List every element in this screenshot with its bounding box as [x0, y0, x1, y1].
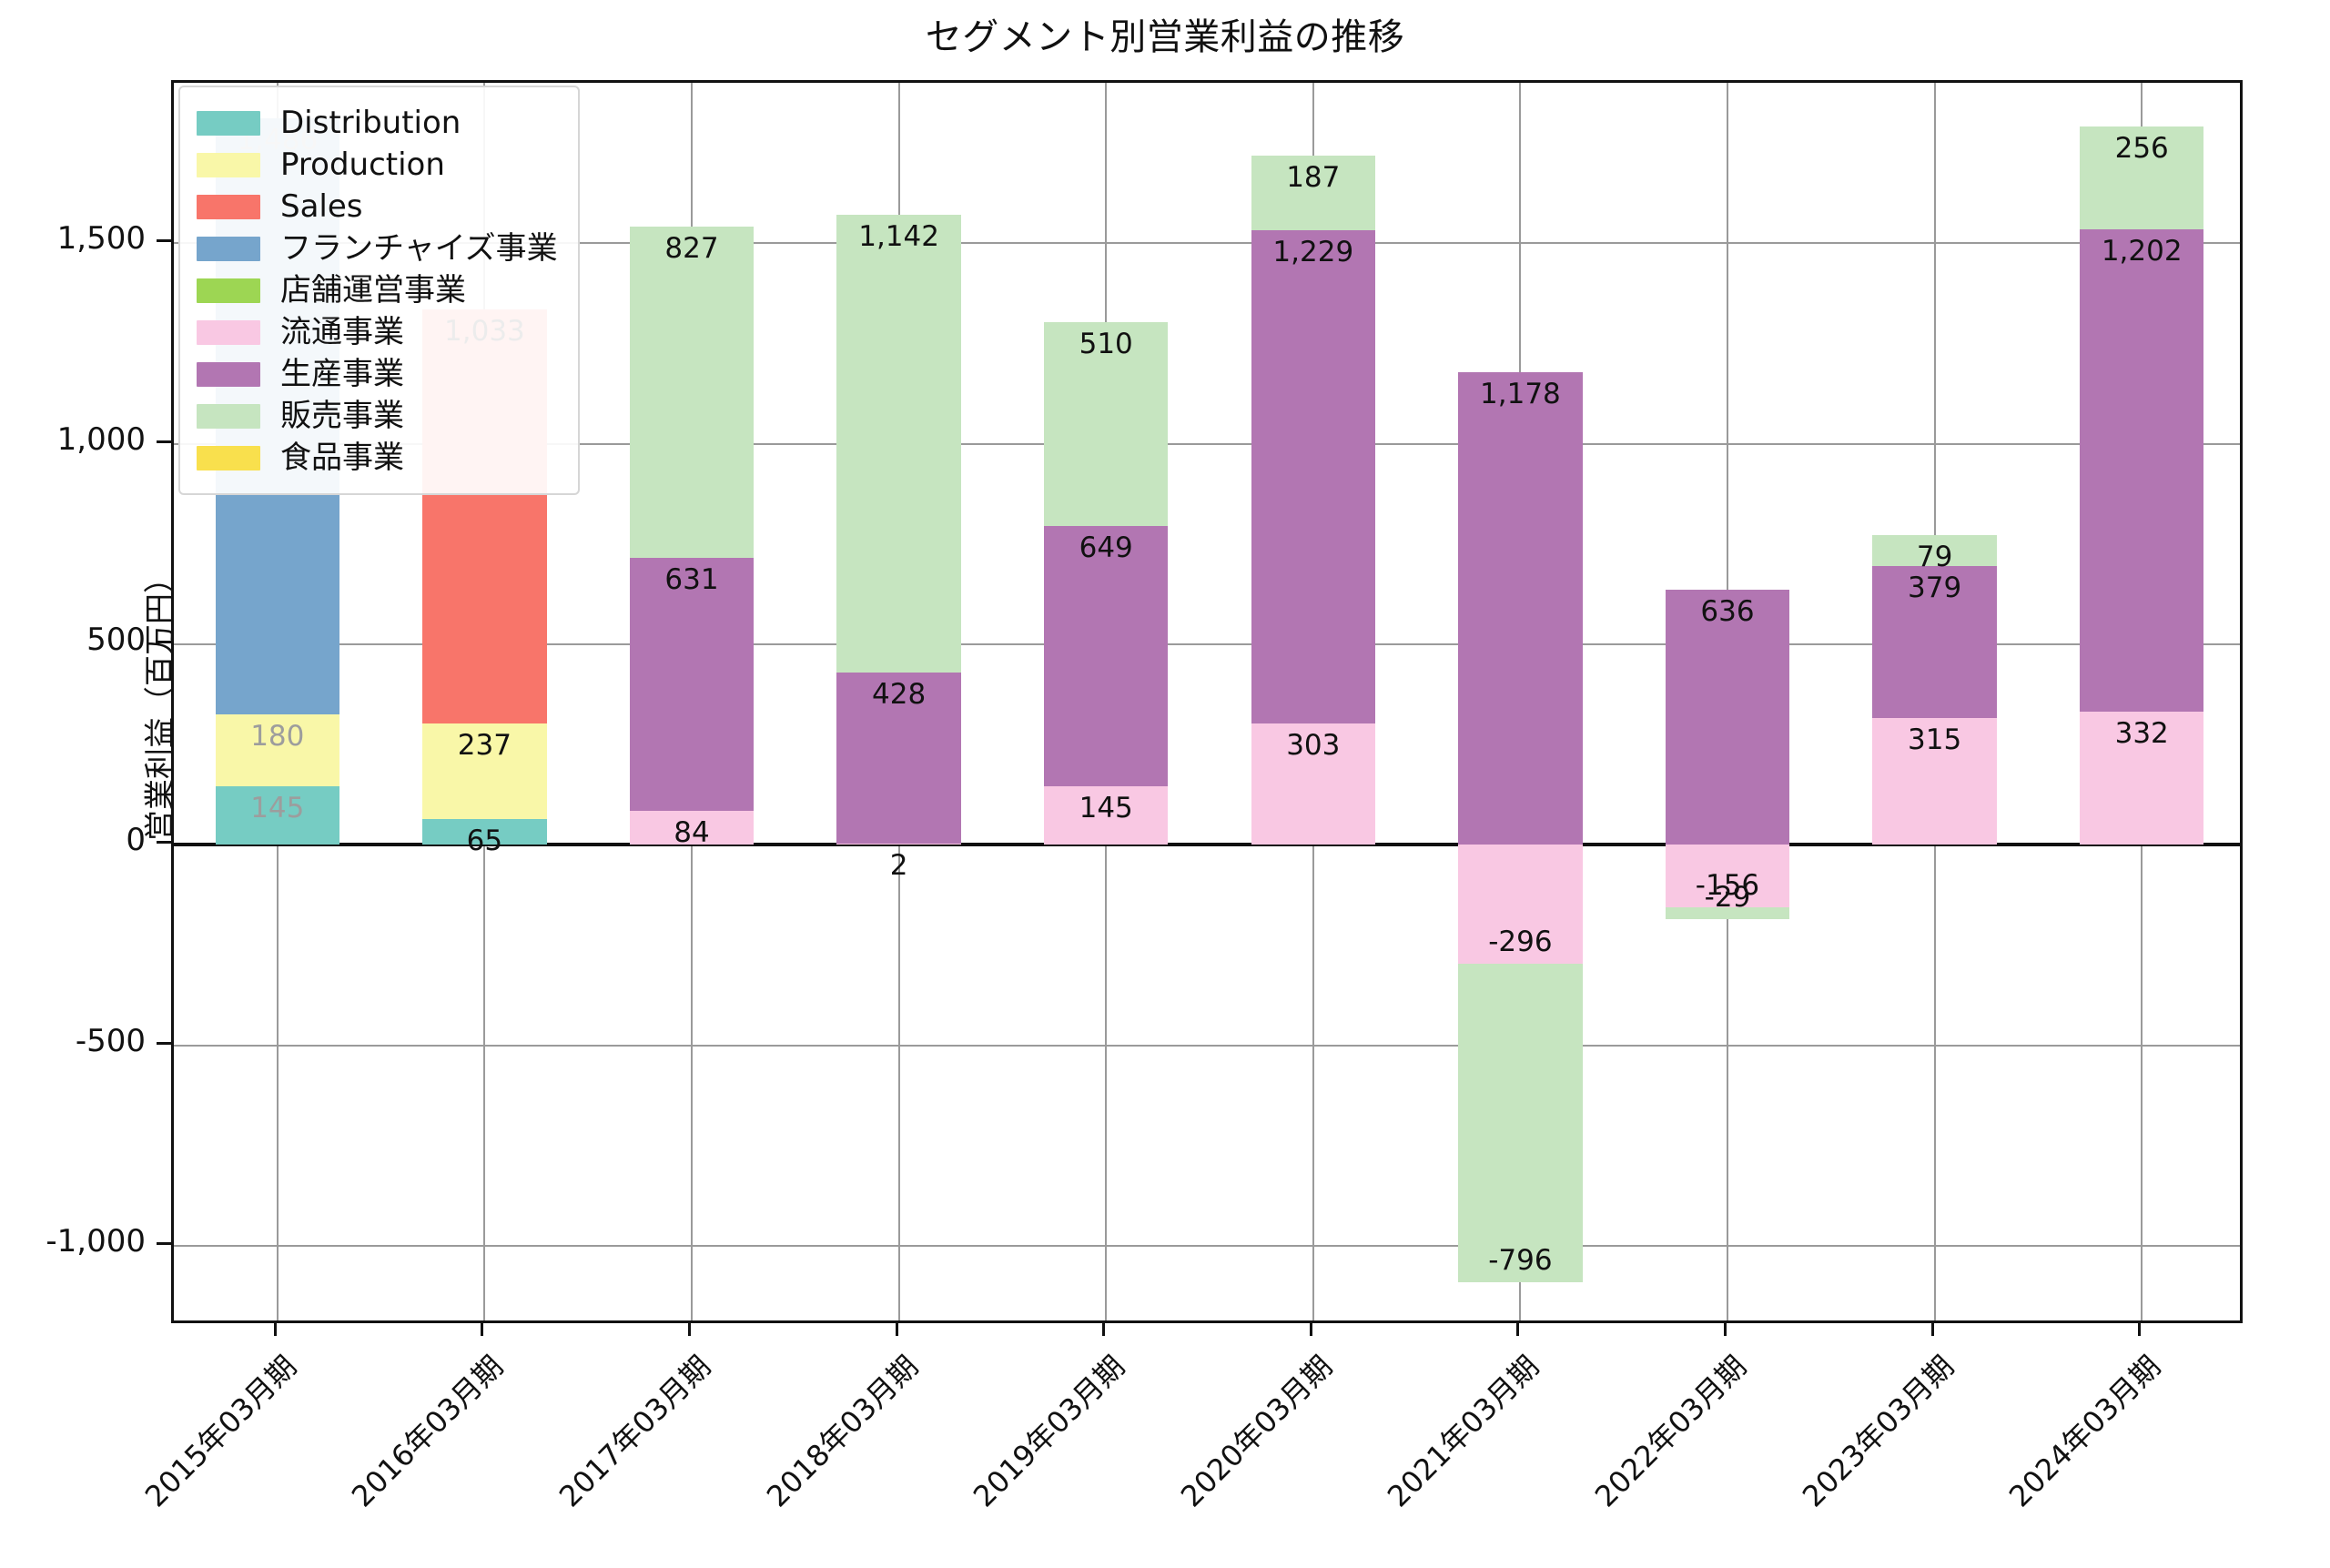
bar-segment[interactable]	[422, 723, 547, 819]
bar-segment[interactable]	[1458, 845, 1583, 964]
x-tick-mark	[1516, 1323, 1520, 1336]
x-tick-label: 2024年03月期	[2002, 1349, 2168, 1514]
bar-segment[interactable]	[1043, 786, 1169, 845]
legend-item-label: 店舗運営事業	[280, 272, 466, 309]
plot-inner: 1451801,486652371,0338463182724281,14214…	[174, 83, 2240, 1320]
x-tick-mark	[688, 1323, 691, 1336]
bar-segment[interactable]	[1251, 155, 1376, 231]
y-tick-label: -500	[75, 1022, 146, 1059]
legend-swatch-icon	[197, 110, 260, 136]
x-tick-mark	[1102, 1323, 1106, 1336]
gridline-horizontal	[174, 242, 2240, 245]
x-tick-label: 2019年03月期	[967, 1349, 1132, 1514]
legend-item-label: Distribution	[280, 105, 461, 141]
gridline-horizontal	[174, 442, 2240, 445]
x-tick-mark	[481, 1323, 484, 1336]
y-tick-label: 0	[126, 822, 146, 859]
bar-segment[interactable]	[1043, 526, 1169, 787]
x-tick-label: 2018年03月期	[759, 1349, 925, 1514]
legend-swatch-icon	[197, 445, 260, 470]
x-tick-mark	[1930, 1323, 1934, 1336]
x-tick-label: 2023年03月期	[1795, 1349, 1960, 1514]
legend-swatch-icon	[197, 403, 260, 429]
x-tick-mark	[2138, 1323, 2142, 1336]
x-tick-label: 2017年03月期	[552, 1349, 718, 1514]
x-tick-label: 2021年03月期	[1381, 1349, 1546, 1514]
bar-segment[interactable]	[836, 672, 961, 845]
y-tick-label: 1,000	[56, 420, 146, 458]
x-tick-label: 2016年03月期	[345, 1349, 511, 1514]
legend-item[interactable]: 店舗運営事業	[197, 269, 558, 311]
legend-swatch-icon	[197, 361, 260, 387]
y-tick-label: -1,000	[46, 1222, 146, 1259]
y-tick-mark	[157, 640, 171, 643]
legend-item[interactable]: 流通事業	[197, 311, 558, 353]
bar-segment[interactable]	[629, 226, 755, 559]
y-tick-label: 1,500	[56, 220, 146, 258]
bar-segment[interactable]	[1251, 230, 1376, 723]
page-title: セグメント別営業利益の推移	[925, 16, 1405, 58]
x-tick-mark	[1309, 1323, 1312, 1336]
bar-segment[interactable]	[2079, 711, 2204, 845]
legend-item-label: Sales	[280, 188, 363, 225]
legend-item[interactable]: Sales	[197, 186, 558, 228]
legend-item-label: フランチャイズ事業	[280, 230, 558, 267]
y-tick-mark	[157, 1241, 171, 1245]
y-axis-label-wrap: 営業利益（百万円）	[24, 80, 179, 1323]
plot-area: 1451801,486652371,0338463182724281,14214…	[171, 80, 2243, 1323]
bar-segment[interactable]	[422, 818, 547, 845]
gridline-horizontal	[174, 1044, 2240, 1047]
bar-segment[interactable]	[1043, 321, 1169, 527]
zero-axis-line	[174, 843, 2240, 847]
gridline-horizontal	[174, 642, 2240, 645]
legend-item-label: Production	[280, 147, 445, 183]
legend-item-label: 販売事業	[280, 398, 404, 434]
bar-segment[interactable]	[1872, 566, 1997, 719]
legend-item[interactable]: Production	[197, 144, 558, 186]
y-tick-label: 500	[86, 621, 146, 658]
bar-segment[interactable]	[836, 844, 961, 845]
chart-legend[interactable]: Distribution Production Sales フランチャイズ事業 店舗運営…	[178, 86, 580, 495]
legend-item[interactable]: Distribution	[197, 102, 558, 144]
legend-item-label: 食品事業	[280, 440, 404, 476]
bar-segment[interactable]	[1665, 845, 1790, 907]
x-tick-mark	[1724, 1323, 1727, 1336]
x-tick-label: 2022年03月期	[1587, 1349, 1754, 1514]
x-tick-label: 2015年03月期	[137, 1349, 303, 1514]
x-tick-mark	[895, 1323, 898, 1336]
legend-item[interactable]: フランチャイズ事業	[197, 228, 558, 269]
bar-segment[interactable]	[629, 811, 755, 845]
y-tick-mark	[157, 1041, 171, 1045]
bar-segment[interactable]	[1458, 963, 1583, 1283]
bar-segment[interactable]	[1872, 534, 1997, 567]
legend-item-label: 生産事業	[280, 356, 404, 392]
bar-segment[interactable]	[2079, 126, 2204, 230]
y-tick-mark	[157, 440, 171, 443]
bar-segment[interactable]	[215, 714, 340, 787]
bar-segment[interactable]	[1872, 718, 1997, 845]
legend-swatch-icon	[197, 152, 260, 177]
legend-item[interactable]: 販売事業	[197, 395, 558, 437]
legend-item[interactable]: 食品事業	[197, 437, 558, 479]
x-tick-label: 2020年03月期	[1173, 1349, 1339, 1514]
bar-segment[interactable]	[1665, 589, 1790, 845]
legend-swatch-icon	[197, 319, 260, 345]
legend-item-label: 流通事業	[280, 314, 404, 350]
legend-item[interactable]: 生産事業	[197, 353, 558, 395]
legend-swatch-icon	[197, 194, 260, 219]
gridline-horizontal	[174, 1244, 2240, 1247]
legend-swatch-icon	[197, 278, 260, 303]
bar-segment[interactable]	[215, 786, 340, 845]
bar-segment[interactable]	[1458, 372, 1583, 845]
bar-segment[interactable]	[1251, 723, 1376, 845]
bar-segment[interactable]	[629, 558, 755, 812]
bar-segment[interactable]	[2079, 229, 2204, 712]
y-tick-mark	[157, 239, 171, 243]
y-tick-mark	[157, 841, 171, 845]
x-tick-mark	[273, 1323, 277, 1336]
bar-segment[interactable]	[1665, 906, 1790, 919]
bar-segment[interactable]	[836, 214, 961, 673]
legend-swatch-icon	[197, 236, 260, 261]
